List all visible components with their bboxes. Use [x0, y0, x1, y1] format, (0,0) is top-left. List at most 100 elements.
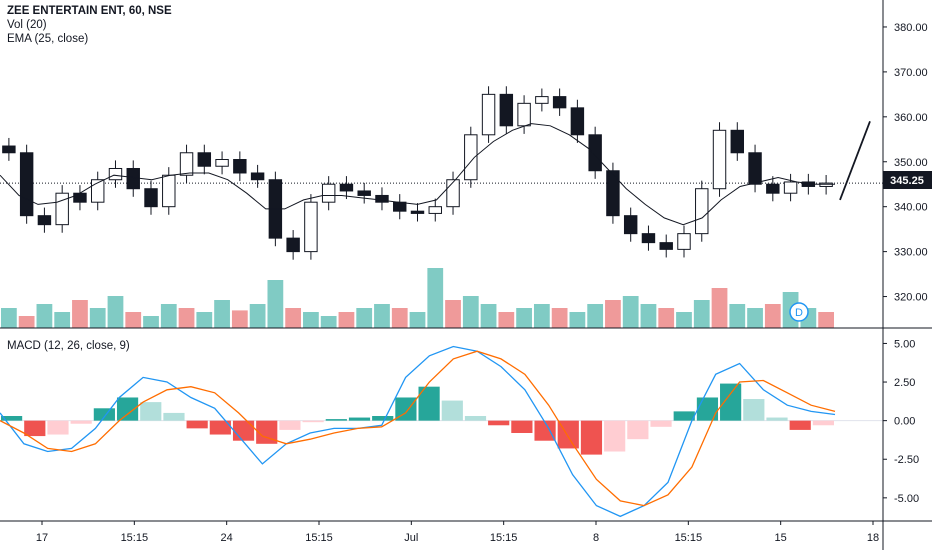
candle-body — [730, 129, 745, 154]
macd-histogram-bar — [186, 420, 208, 429]
candle-body — [73, 192, 87, 203]
ema-indicator-label[interactable]: EMA (25, close) — [7, 33, 89, 45]
macd-histogram-bar — [464, 416, 487, 421]
macd-pane[interactable] — [0, 345, 883, 518]
macd-histogram-bar — [418, 386, 440, 421]
volume-bar — [676, 312, 692, 328]
volume-indicator-label[interactable]: Vol (20) — [7, 19, 47, 31]
volume-bar — [249, 304, 266, 328]
candle-body — [446, 179, 460, 208]
axes: 320.00 330.00 340.00 350.00 360.00 370.00 380.… — [36, 22, 928, 544]
volume-bar — [36, 304, 53, 328]
candle-body — [517, 102, 531, 127]
volume-bar — [498, 312, 515, 328]
macd-histogram-bar — [580, 420, 603, 455]
macd-histogram-bar — [395, 397, 417, 421]
time-tick-label: Jul — [404, 532, 418, 544]
macd-histogram-bar — [70, 420, 92, 424]
time-tick-label: 15:15 — [305, 532, 333, 544]
price-tick-label: 330.00 — [894, 247, 928, 259]
candle-body — [162, 174, 176, 208]
volume-bar — [640, 304, 657, 328]
macd-histogram-bar — [24, 420, 46, 437]
candle-body — [126, 167, 140, 190]
volume-bar — [356, 308, 373, 328]
macd-histogram-bar — [372, 416, 394, 421]
macd-line — [0, 345, 836, 518]
candle-body — [108, 167, 123, 181]
candle-body — [570, 107, 585, 136]
volume-bar — [747, 308, 763, 328]
last-price-badge: 345.25 — [883, 171, 932, 189]
candle-body — [410, 210, 425, 214]
candle-body — [481, 93, 496, 136]
macd-indicator-label[interactable]: MACD (12, 26, close, 9) — [7, 340, 130, 352]
time-tick-label: 15 — [775, 532, 787, 544]
time-tick-label: 18 — [867, 532, 879, 544]
volume-bar — [693, 300, 710, 328]
volume-bar — [427, 268, 444, 328]
volume-bar — [54, 312, 71, 328]
volume-bar — [143, 316, 159, 328]
macd-histogram-bar — [673, 411, 695, 421]
dividend-marker[interactable]: D — [789, 302, 809, 322]
time-tick-label: 24 — [221, 532, 233, 544]
volume-bar — [480, 304, 497, 328]
candle-body — [197, 152, 212, 167]
macd-tick-label: -2.50 — [894, 454, 919, 466]
volume-bar — [303, 312, 319, 328]
volume-bar — [18, 316, 35, 328]
candle-body — [144, 188, 158, 208]
macd-histogram-bar — [93, 408, 115, 421]
macd-histogram-bar — [325, 419, 347, 421]
volume-bar — [818, 312, 834, 328]
macd-histogram-bar — [116, 397, 139, 421]
macd-histogram-bar — [789, 420, 811, 430]
volume-bar — [196, 312, 213, 328]
candle-body — [641, 233, 656, 244]
candle-body — [215, 159, 229, 167]
macd-tick-label: 5.00 — [894, 338, 915, 350]
volume-bar — [285, 308, 302, 328]
macd-histogram-bar — [812, 420, 834, 426]
macd-tick-label: 0.00 — [894, 416, 915, 428]
macd-histogram-bar — [1, 416, 23, 421]
volume-bar — [1, 308, 17, 328]
macd-histogram-bar — [47, 420, 69, 435]
price-tick-label: 360.00 — [894, 112, 928, 124]
candle-body — [552, 96, 567, 109]
macd-histogram-bar — [163, 412, 185, 421]
candle-body — [819, 182, 833, 187]
signal-line — [0, 350, 836, 507]
price-tick-label: 340.00 — [894, 202, 928, 214]
price-tick-label: 350.00 — [894, 157, 928, 169]
candle-body — [783, 181, 798, 194]
candle-body — [375, 194, 389, 203]
candle-body — [659, 242, 673, 250]
candle-body — [766, 183, 780, 194]
candle-body — [499, 93, 514, 127]
volume-bar — [391, 308, 408, 328]
candle-body — [321, 183, 336, 203]
volume-bar — [107, 296, 124, 328]
volume-bar — [569, 312, 586, 328]
candle-body — [250, 172, 265, 181]
candle-body — [357, 190, 371, 196]
candle-body — [393, 201, 407, 212]
volume-bar — [72, 300, 88, 328]
macd-histogram-bar — [766, 417, 788, 421]
candle-body — [2, 145, 16, 154]
time-tick-label: 15:15 — [121, 532, 149, 544]
macd-histogram-bar — [627, 420, 649, 440]
candle-body — [712, 129, 727, 190]
macd-histogram-bar — [441, 400, 463, 421]
last-price-label: 345.25 — [890, 175, 924, 187]
dividend-marker-label: D — [795, 307, 803, 319]
candle-body — [179, 152, 194, 176]
price-pane[interactable] — [0, 86, 883, 328]
volume-bar — [374, 304, 390, 328]
price-legend: ZEE ENTERTAIN ENT, 60, NSE Vol (20) EMA … — [7, 4, 172, 46]
candle-body — [623, 215, 638, 235]
macd-legend: MACD (12, 26, close, 9) — [7, 339, 130, 353]
